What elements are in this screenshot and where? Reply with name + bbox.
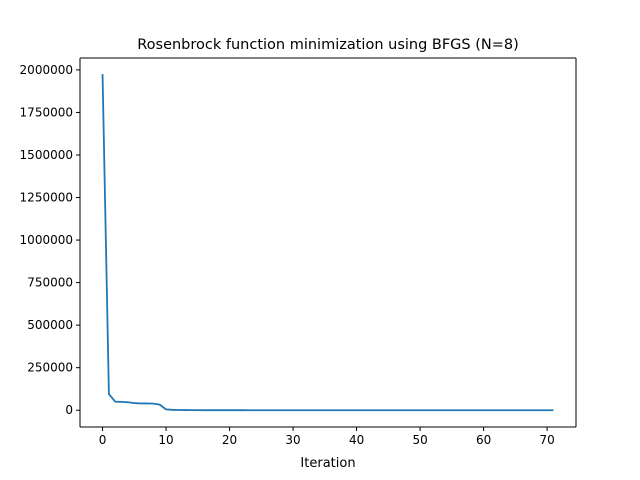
series-layer [101, 74, 554, 412]
x-tick-label: 50 [412, 433, 427, 447]
y-tick-label: 1250000 [20, 191, 73, 205]
y-tick-label: 500000 [27, 318, 73, 332]
y-tick-label: 0 [65, 403, 73, 417]
x-tick-label: 10 [158, 433, 173, 447]
y-axis-ticks: 0 250000 500000 750000 1000000 1250000 1500000… [20, 63, 80, 417]
x-tick-label: 40 [349, 433, 364, 447]
x-tick-label: 0 [99, 433, 107, 447]
series-line [101, 74, 554, 412]
y-tick-label: 1750000 [20, 105, 73, 119]
x-axis-label: Iteration [300, 456, 355, 471]
axes-frame [79, 57, 577, 428]
plot-area: 0 10 20 30 40 50 60 70 0 250000 500000 750000 10000… [20, 57, 577, 447]
x-tick-label: 30 [285, 433, 300, 447]
chart-title: Rosenbrock function minimization using B… [137, 37, 519, 53]
x-tick-label: 20 [222, 433, 237, 447]
x-axis-ticks: 0 10 20 30 40 50 60 70 [99, 427, 555, 447]
y-tick-label: 2000000 [20, 63, 73, 77]
y-tick-label: 250000 [27, 361, 73, 375]
y-tick-label: 1500000 [20, 148, 73, 162]
x-tick-label: 70 [539, 433, 554, 447]
y-tick-label: 1000000 [20, 233, 73, 247]
x-tick-label: 60 [476, 433, 491, 447]
y-tick-label: 750000 [27, 276, 73, 290]
